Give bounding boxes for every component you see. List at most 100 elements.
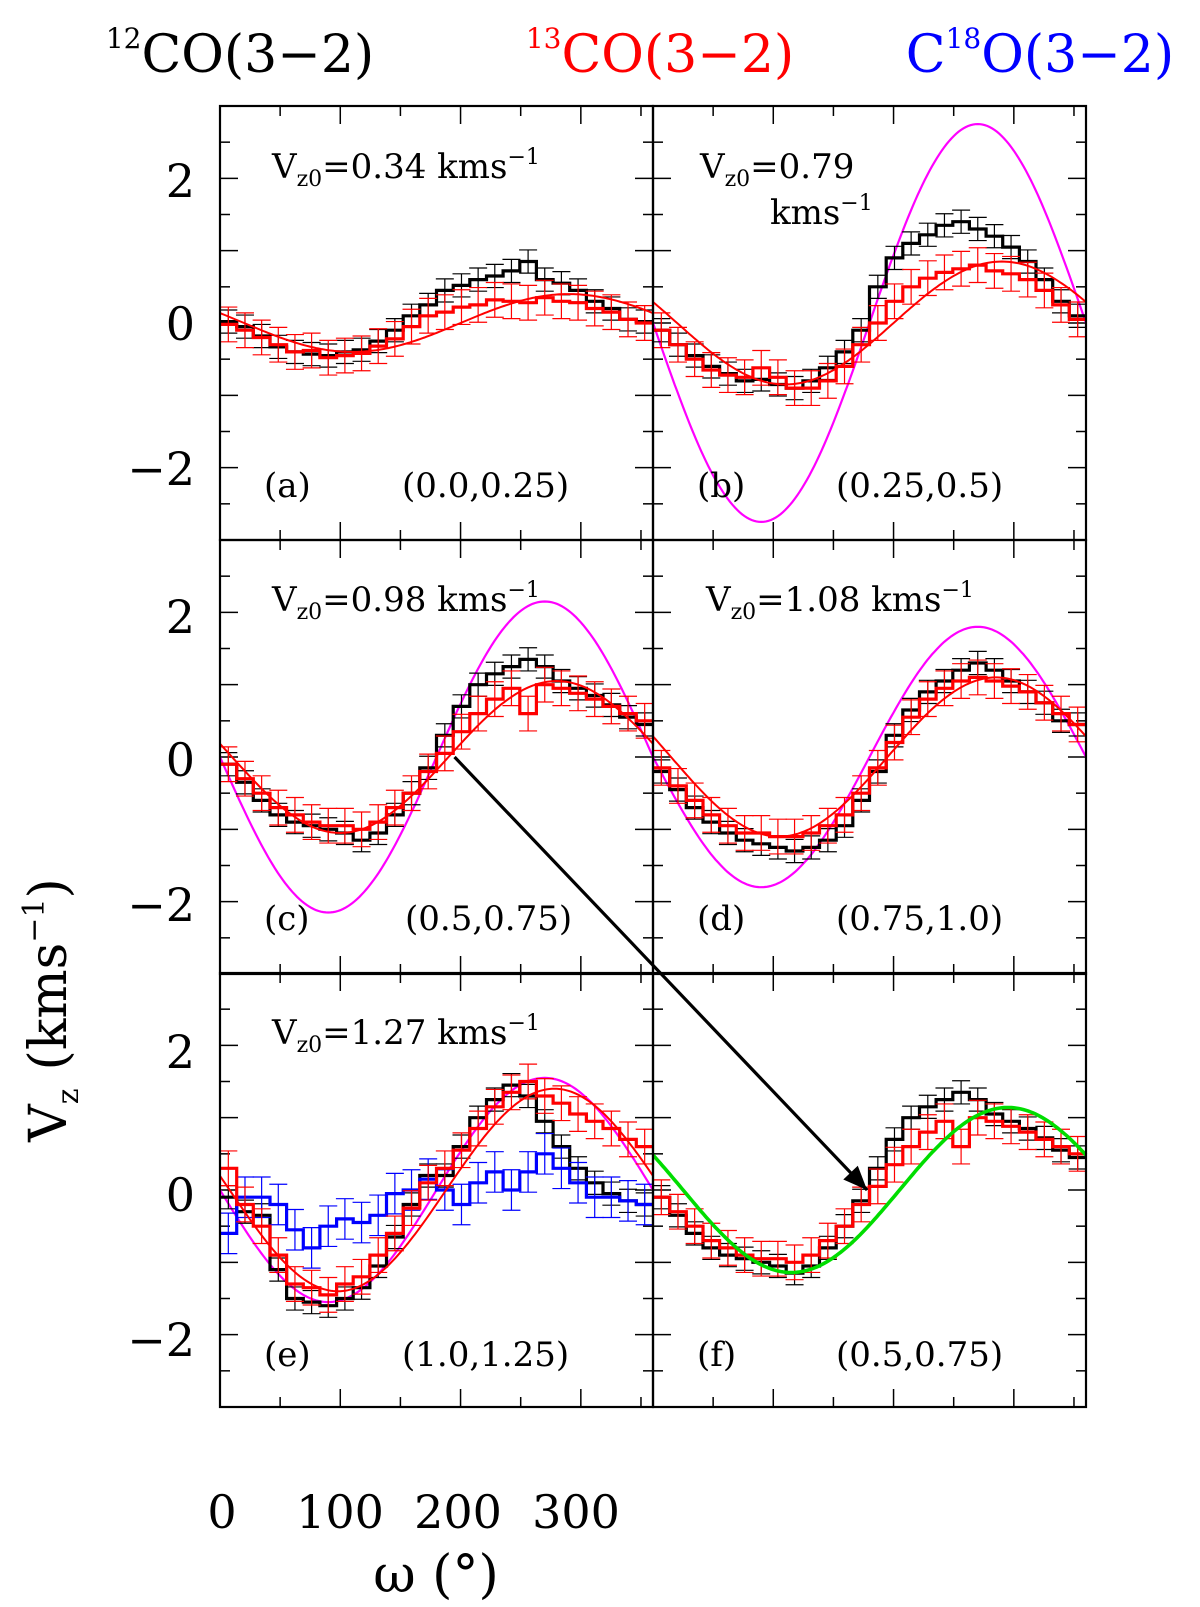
- panel-c-co13-errorbar: [419, 753, 438, 790]
- y-axis-label-v: V: [19, 1103, 79, 1143]
- panel-a-co13-errorbar: [602, 294, 621, 331]
- panel-c-co13-errorbar: [335, 807, 354, 844]
- panel-b-co13-errorbar: [685, 341, 704, 378]
- panel-a-co13-errorbar: [552, 283, 571, 320]
- panel-d-co13-errorbar: [952, 663, 971, 700]
- panel-c-vz0: Vz0=0.98 kms−1: [271, 578, 540, 625]
- panel-e-co13-errorbar: [335, 1266, 354, 1302]
- panel-e-vz0: Vz0=1.27 kms−1: [271, 1011, 540, 1058]
- panel-d-co13-errorbar: [1035, 684, 1054, 721]
- panel-c-co13-errorbar: [569, 675, 588, 712]
- panel-b-vz0-sub: z0: [725, 167, 751, 192]
- panel-e-c18o-errorbar: [569, 1161, 588, 1204]
- panel-f-co13-line: [653, 1116, 1086, 1264]
- panel-d-co13-errorbar: [702, 796, 721, 833]
- panel-d-vz0-value: =1.08 kms: [756, 580, 941, 620]
- y-axis-label-unit: (kms: [19, 943, 79, 1071]
- panel-b-co13-errorbar: [752, 349, 771, 386]
- panel-d-co13-errorbar: [902, 699, 921, 736]
- panel-a-co13-errorbar: [269, 326, 288, 363]
- panel-b-vz0-exp: −1: [840, 191, 872, 216]
- panel-a-vz0-v: V: [271, 147, 298, 187]
- y-tick-label-c-m2: −2: [127, 878, 195, 932]
- panel-a-co12-errorbar: [502, 258, 521, 284]
- panel-d-co13-errorbar: [735, 814, 754, 851]
- panel-b-co12-errorbar: [902, 231, 921, 256]
- y-axis-label-close: ): [19, 878, 79, 898]
- panel-a-co13-errorbar: [219, 306, 238, 343]
- panel-c-co12-line: [220, 657, 653, 842]
- panel-e-co13-errorbar: [352, 1258, 371, 1295]
- panel-a-co13-errorbar: [335, 337, 354, 374]
- panel-d-co13-errorbar: [985, 663, 1004, 700]
- legend-c18o-sup: 18: [946, 22, 982, 55]
- panel-d-co13-errorbar: [1068, 706, 1087, 743]
- panel-e-vz0-v: V: [271, 1013, 298, 1053]
- panel-d-co13-errorbar: [1018, 673, 1037, 710]
- panel-a-vz0: Vz0=0.34 kms−1: [271, 145, 540, 192]
- panel-c-co13-errorbar: [519, 695, 538, 732]
- x-tick-label-0: 0: [207, 1485, 236, 1539]
- panel-b-co13-errorbar: [668, 326, 687, 363]
- panel-a-co13-errorbar: [302, 332, 321, 369]
- panel-b-co13-errorbar: [918, 260, 937, 297]
- legend-c18o: C18O(3−2): [906, 22, 1174, 85]
- panel-c-co13-errorbar: [535, 666, 554, 703]
- panel-b-vz0: Vz0=0.79: [699, 147, 854, 192]
- panel-c-co13-errorbar: [502, 670, 521, 707]
- panel-b-co12-errorbar: [985, 224, 1004, 249]
- panel-c-co13-line: [220, 683, 653, 831]
- panel-d-co13-errorbar: [885, 724, 904, 761]
- panel-d-label: (d): [697, 899, 745, 939]
- panel-c-vz0-value: =0.98 kms: [322, 580, 507, 620]
- panel-a-co13-errorbar: [569, 284, 588, 321]
- y-tick-label-a-2: 2: [166, 154, 195, 208]
- panel-a-ticks: [219, 105, 653, 541]
- panel-e-c18o-errorbar: [352, 1201, 371, 1244]
- arrow-c-to-f: [453, 755, 869, 1192]
- panel-e: Vz0=1.27 kms−1 (e) (1.0,1.25): [218, 971, 655, 1409]
- panel-f-co12-errorbar: [952, 1080, 971, 1105]
- panel-b-co13-errorbar: [985, 252, 1004, 289]
- panel-b-co13-errorbar: [868, 305, 887, 341]
- y-tick-label-a-0: 0: [166, 297, 195, 351]
- panel-e-c18o-errorbar: [469, 1161, 488, 1204]
- panel-f: (f) (0.5,0.75): [651, 971, 1088, 1409]
- panel-e-c18o-errorbar: [219, 1212, 238, 1255]
- y-tick-label-a-m2: −2: [127, 442, 195, 496]
- panel-a-co13-errorbar: [535, 279, 554, 316]
- panel-e-co13-fit: [219, 1087, 654, 1293]
- legend-12co: 12CO(3−2): [106, 22, 374, 85]
- panel-c-co13-errorbar: [269, 789, 288, 826]
- y-tick-label-c-0: 0: [166, 733, 195, 787]
- y-tick-label-e-0: 0: [166, 1168, 195, 1222]
- panel-d-co13-errorbar: [1052, 695, 1071, 732]
- panel-f-green-fit: [651, 1105, 1088, 1275]
- panel-e-co13-errorbar: [402, 1190, 421, 1227]
- panel-c-label: (c): [264, 899, 310, 939]
- panel-d-co13-errorbar: [652, 749, 671, 786]
- panel-e-vz0-exp: −1: [507, 1011, 539, 1036]
- panel-c-co13-errorbar: [635, 702, 654, 739]
- panel-a-label: (a): [264, 466, 311, 506]
- panel-b-co13-errorbar: [952, 250, 971, 287]
- panel-f-co13-errorbar: [902, 1128, 921, 1165]
- panel-b-label: (b): [697, 466, 745, 506]
- x-tick-labels: 0 100 200 300: [207, 1485, 620, 1539]
- panel-f-co13-errorbar: [652, 1179, 671, 1216]
- arrow-head: [843, 1165, 868, 1190]
- panel-a-co13-fit: [219, 293, 654, 353]
- panel-c-co13-errorbar: [319, 807, 338, 844]
- panel-a-co13-errorbar: [352, 335, 371, 372]
- panel-b-co13-errorbar: [885, 283, 904, 320]
- panel-a-co13-errorbar: [319, 339, 338, 376]
- panel-a-range: (0.0,0.25): [402, 466, 569, 506]
- panel-b-co13-line: [653, 263, 1086, 390]
- panel-f-co13-errorbar: [968, 1099, 987, 1136]
- panel-d-vz0-v: V: [705, 580, 732, 620]
- panel-a-plot: [218, 104, 655, 542]
- panel-e-c18o-line: [220, 1152, 653, 1250]
- panel-b-vz0-unit: kms: [770, 193, 840, 233]
- panel-e-co13-errorbar: [319, 1276, 338, 1313]
- panel-e-c18o-errorbar: [285, 1208, 304, 1251]
